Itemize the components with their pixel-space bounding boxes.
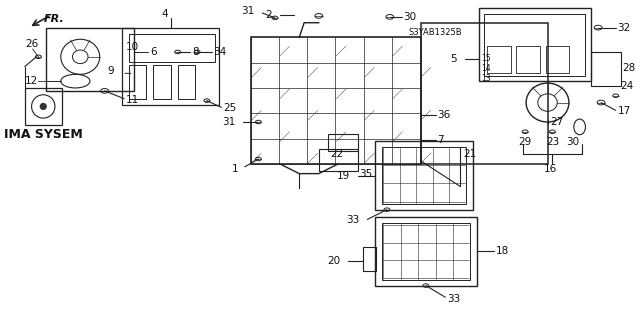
Text: 16: 16 bbox=[544, 164, 557, 174]
Text: 35: 35 bbox=[360, 169, 373, 179]
Bar bbox=[251, 37, 421, 164]
Bar bbox=[421, 23, 548, 164]
Text: 10: 10 bbox=[126, 42, 139, 52]
Text: 34: 34 bbox=[214, 47, 227, 57]
Bar bbox=[516, 46, 540, 73]
Text: 32: 32 bbox=[618, 23, 631, 33]
Text: 29: 29 bbox=[518, 137, 532, 147]
Text: 11: 11 bbox=[126, 95, 140, 105]
Text: 2: 2 bbox=[266, 10, 272, 20]
Bar bbox=[178, 64, 195, 99]
Bar bbox=[363, 247, 376, 271]
Text: 31: 31 bbox=[241, 6, 255, 16]
Text: IMA SYSEM: IMA SYSEM bbox=[4, 128, 83, 141]
Text: FR.: FR. bbox=[44, 14, 65, 24]
Text: 17: 17 bbox=[618, 106, 631, 116]
Text: 7: 7 bbox=[438, 135, 444, 145]
Bar bbox=[375, 218, 477, 286]
Bar bbox=[484, 14, 586, 76]
Text: 18: 18 bbox=[496, 247, 509, 256]
Text: 33: 33 bbox=[447, 294, 461, 304]
Bar bbox=[479, 8, 591, 81]
Bar bbox=[25, 88, 62, 125]
Bar bbox=[122, 28, 220, 106]
Bar bbox=[129, 64, 147, 99]
Text: 26: 26 bbox=[25, 39, 38, 49]
Text: 1: 1 bbox=[232, 164, 239, 174]
Text: 4: 4 bbox=[162, 9, 168, 19]
Bar bbox=[46, 28, 134, 91]
Text: 12: 12 bbox=[25, 76, 38, 86]
Text: 15: 15 bbox=[481, 54, 491, 63]
Text: 23: 23 bbox=[546, 137, 559, 147]
Text: 27: 27 bbox=[550, 117, 564, 127]
Text: 30: 30 bbox=[566, 137, 580, 147]
Text: 13: 13 bbox=[481, 74, 491, 83]
Text: 14: 14 bbox=[481, 64, 491, 73]
Circle shape bbox=[40, 104, 46, 109]
Bar bbox=[153, 64, 171, 99]
Text: 31: 31 bbox=[222, 117, 235, 127]
Text: 28: 28 bbox=[623, 63, 636, 73]
Text: 21: 21 bbox=[463, 149, 476, 159]
Text: 6: 6 bbox=[150, 47, 157, 57]
Text: S3YAB1325B: S3YAB1325B bbox=[409, 28, 462, 37]
Bar bbox=[382, 147, 466, 204]
Text: 5: 5 bbox=[451, 54, 457, 64]
Text: 22: 22 bbox=[330, 149, 344, 159]
Text: 33: 33 bbox=[346, 215, 360, 225]
Text: 36: 36 bbox=[438, 110, 451, 120]
Text: 8: 8 bbox=[192, 47, 199, 57]
Bar bbox=[591, 52, 621, 86]
Text: 9: 9 bbox=[108, 66, 115, 77]
Text: 19: 19 bbox=[337, 171, 350, 181]
Text: 20: 20 bbox=[327, 256, 340, 266]
Bar bbox=[382, 223, 470, 280]
Bar bbox=[545, 46, 569, 73]
Bar bbox=[319, 149, 358, 171]
Text: 24: 24 bbox=[621, 81, 634, 91]
Bar bbox=[328, 134, 358, 151]
Text: 25: 25 bbox=[223, 103, 237, 113]
Bar bbox=[375, 142, 472, 210]
Bar bbox=[487, 46, 511, 73]
Text: 30: 30 bbox=[403, 12, 417, 22]
Bar bbox=[129, 34, 214, 62]
